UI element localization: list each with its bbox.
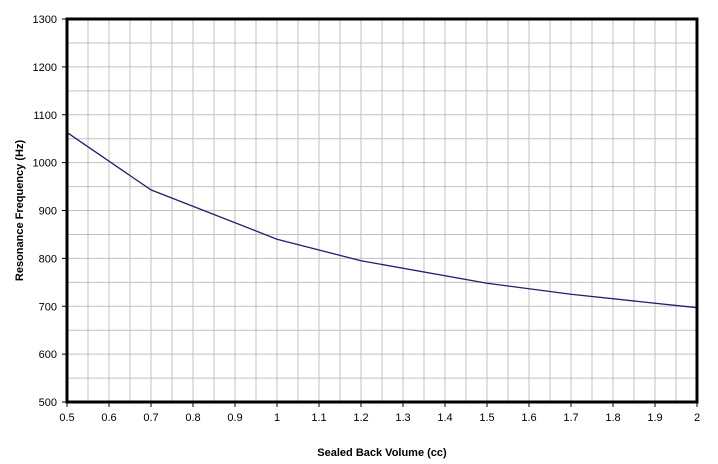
data-point (570, 293, 572, 295)
x-tick-label: 1.7 (563, 412, 578, 424)
x-tick-label: 1.6 (521, 412, 536, 424)
data-point (150, 189, 152, 191)
x-axis-tick-labels: 0.5 0.6 0.7 0.8 0.9 1 1.1 1.2 1.3 1.4 1.5 1.6 1.7 1.8… (59, 402, 700, 424)
y-tick-label: 900 (39, 206, 57, 218)
x-tick-label: 1.4 (437, 412, 452, 424)
x-tick-label: 0.8 (185, 412, 200, 424)
series-line (66, 131, 698, 309)
x-tick-label: 1.8 (605, 412, 620, 424)
x-tick-label: 1.2 (353, 412, 368, 424)
y-tick-label: 800 (39, 253, 57, 265)
y-tick-label: 1300 (33, 14, 57, 26)
x-tick-label: 0.7 (143, 412, 158, 424)
x-tick-label: 1.3 (395, 412, 410, 424)
x-tick-label: 1.1 (311, 412, 326, 424)
data-point (360, 260, 362, 262)
x-tick-label: 2 (694, 412, 700, 424)
x-tick-label: 1.9 (647, 412, 662, 424)
y-tick-label: 1000 (33, 158, 57, 170)
series-layer (66, 131, 698, 309)
grid-lines (67, 19, 697, 402)
y-axis-tick-labels: 500 600 700 800 900 1000 1100 1200 1300 (33, 14, 67, 409)
data-point (276, 238, 278, 240)
data-point (486, 282, 488, 284)
y-tick-label: 700 (39, 301, 57, 313)
x-tick-label: 1.5 (479, 412, 494, 424)
x-tick-label: 0.9 (227, 412, 242, 424)
x-axis-title: Sealed Back Volume (cc) (317, 447, 447, 459)
y-tick-label: 500 (39, 397, 57, 409)
x-tick-label: 0.5 (59, 412, 74, 424)
x-tick-label: 0.6 (101, 412, 116, 424)
y-tick-label: 1100 (33, 110, 57, 122)
y-axis-title: Resonance Frequency (Hz) (14, 140, 26, 282)
y-tick-label: 600 (39, 349, 57, 361)
y-tick-label: 1200 (33, 62, 57, 74)
x-tick-label: 1 (274, 412, 280, 424)
